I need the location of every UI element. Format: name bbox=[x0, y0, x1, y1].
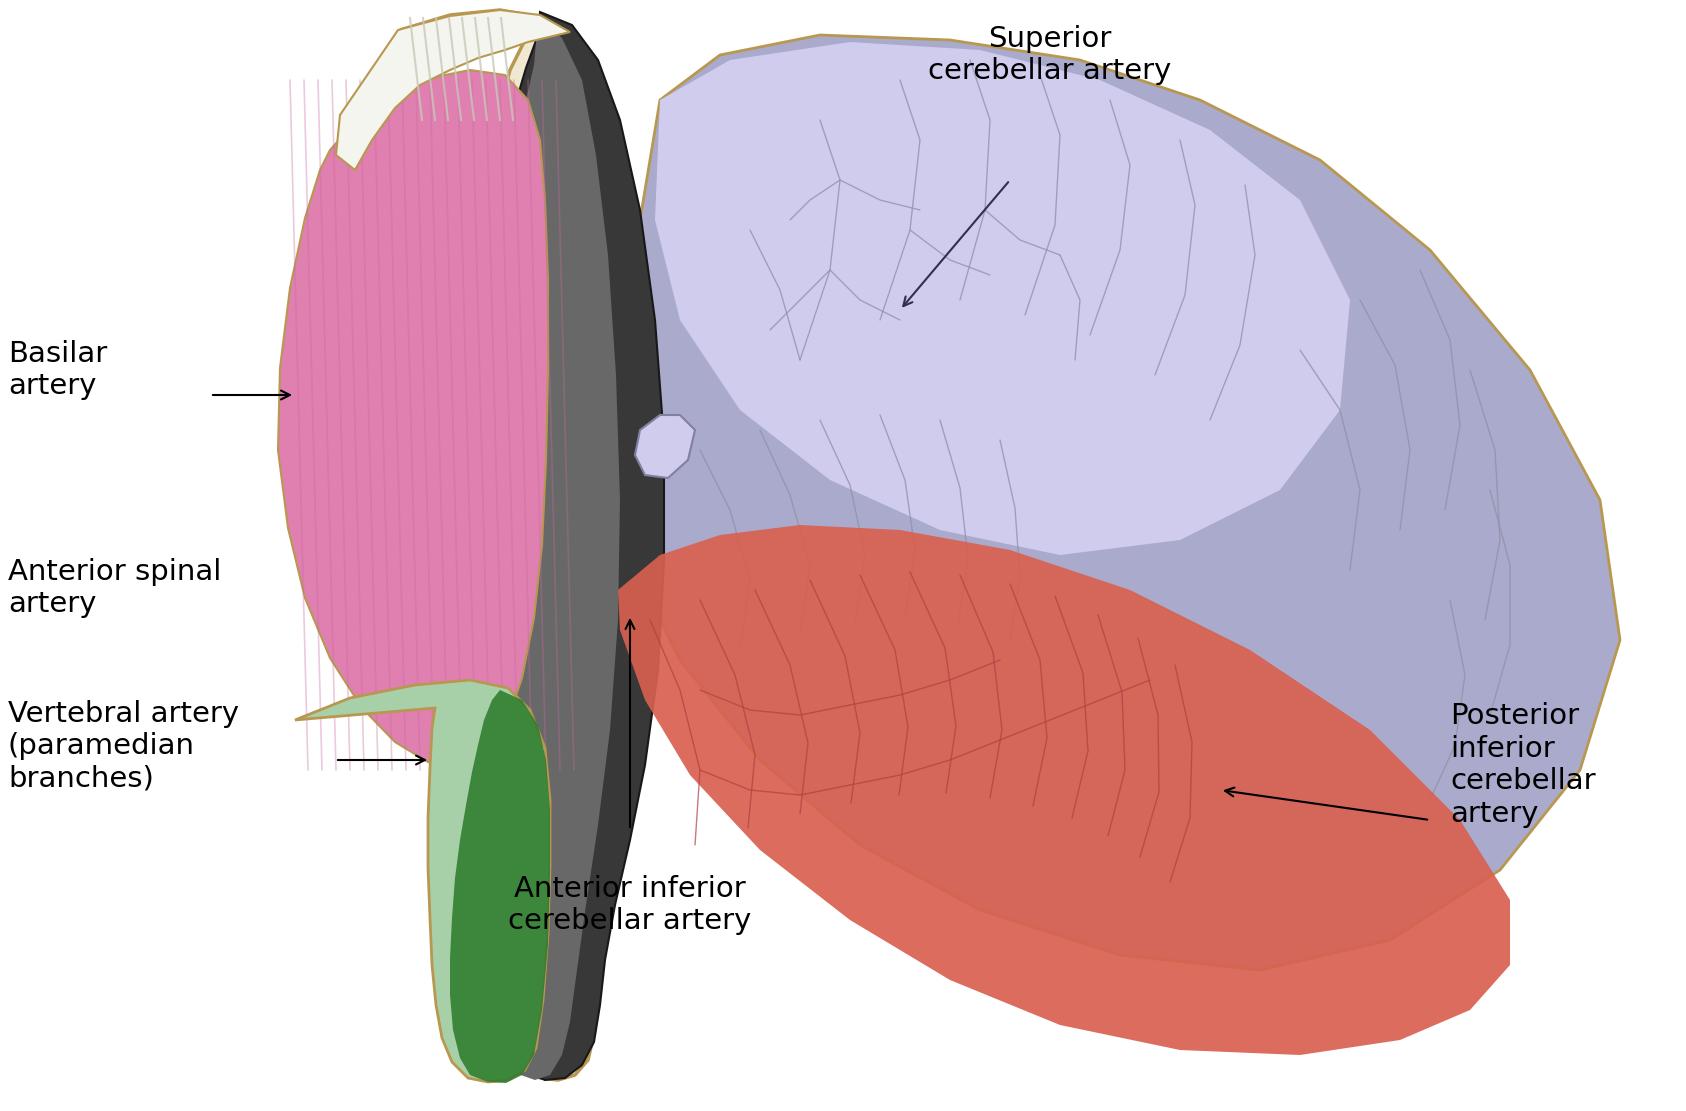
Polygon shape bbox=[610, 36, 1620, 970]
Polygon shape bbox=[336, 10, 570, 170]
Polygon shape bbox=[619, 526, 1511, 1055]
Text: Vertebral artery
(paramedian
branches): Vertebral artery (paramedian branches) bbox=[8, 700, 239, 793]
Text: Superior
cerebellar artery: Superior cerebellar artery bbox=[929, 26, 1172, 86]
Text: Posterior
inferior
cerebellar
artery: Posterior inferior cerebellar artery bbox=[1450, 702, 1595, 828]
Polygon shape bbox=[486, 20, 620, 1080]
Polygon shape bbox=[654, 42, 1350, 556]
Polygon shape bbox=[295, 680, 550, 1082]
Polygon shape bbox=[487, 12, 664, 1080]
Polygon shape bbox=[400, 10, 659, 1080]
Polygon shape bbox=[278, 70, 548, 768]
Polygon shape bbox=[450, 690, 550, 1083]
Text: Anterior inferior
cerebellar artery: Anterior inferior cerebellar artery bbox=[507, 875, 752, 935]
Text: Anterior spinal
artery: Anterior spinal artery bbox=[8, 558, 221, 619]
Polygon shape bbox=[636, 416, 695, 478]
Text: Basilar
artery: Basilar artery bbox=[8, 340, 108, 400]
